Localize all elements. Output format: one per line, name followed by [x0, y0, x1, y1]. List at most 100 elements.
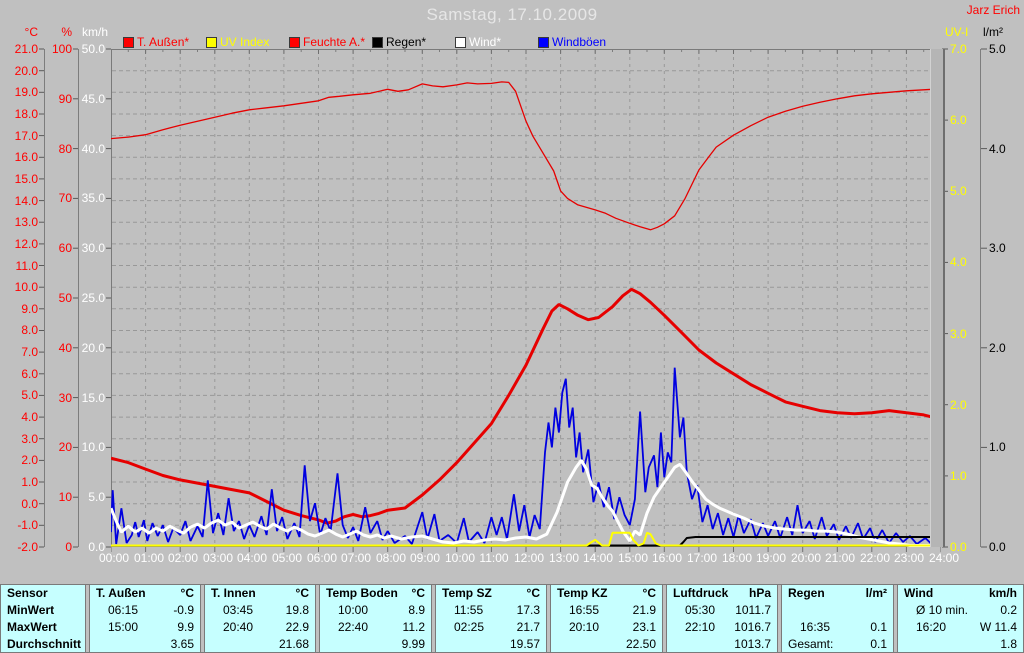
table-row: 03:45 19.8: [205, 602, 315, 619]
table-header-row: Luftdruck hPa: [667, 585, 777, 602]
table-column-temp-kz: Temp KZ °C 16:55 21.9 20:10 23.1 22.50: [550, 585, 663, 652]
table-row: 21.68: [205, 636, 315, 652]
y-axis-label-temp: 17.0: [14, 129, 38, 143]
y-axis-label-temp: 5.0: [21, 388, 38, 402]
x-axis-label: 16:00: [651, 551, 683, 565]
table-cell: 22.9: [285, 620, 309, 634]
x-axis-label: 08:00: [375, 551, 407, 565]
x-axis-label: 00:00: [98, 551, 130, 565]
column-header: T. Innen: [211, 586, 256, 600]
y-axis-label-rain: 0.0: [989, 540, 1006, 554]
x-axis-label: 01:00: [133, 551, 165, 565]
table-cell: W 11.4: [979, 620, 1017, 634]
x-axis-label: 20:00: [790, 551, 822, 565]
table-cell: -0.9: [173, 603, 194, 617]
y-axis-label-temp: 15.0: [14, 172, 38, 186]
table-cell: 17.3: [516, 603, 540, 617]
table-cell: 3.65: [170, 637, 194, 651]
y-axis-label-uv: 1.0: [950, 469, 967, 483]
table-header-row: Temp KZ °C: [551, 585, 662, 602]
y-axis-label-wind: 50.0: [81, 42, 105, 56]
column-unit: km/h: [988, 586, 1017, 600]
table-row: 15:00 9.9: [90, 619, 200, 636]
table-cell: 0.2: [1000, 603, 1017, 617]
y-axis-label-temp: 10.0: [14, 280, 38, 294]
y-axis-label-wind: 40.0: [81, 142, 105, 156]
table-row: 16:20 W 11.4: [898, 619, 1023, 636]
legend-swatch-t-aussen: [123, 37, 134, 48]
y-axis-label-uv: 4.0: [950, 255, 967, 269]
table-row: 1.8: [898, 636, 1023, 652]
y-axis-label-temp: 21.0: [14, 42, 38, 56]
y-axis-label-humidity: 60: [58, 241, 72, 255]
chart-scrollbar[interactable]: [930, 49, 945, 547]
table-row: 06:15 -0.9: [90, 602, 200, 619]
table-header-row: Temp Boden °C: [320, 585, 431, 602]
column-unit: °C: [411, 586, 425, 600]
y-axis-label-temp: 8.0: [21, 323, 38, 337]
y-axis-label-rain: 3.0: [989, 241, 1006, 255]
table-row: Durchschnitt: [1, 636, 85, 652]
legend-item-uv-index: UV Index: [220, 35, 270, 49]
table-row: 22.50: [551, 636, 662, 652]
summary-table: Sensor MinWert MaxWert Durchschnitt T. Außen…: [0, 584, 1024, 653]
table-cell: 22.50: [625, 637, 656, 651]
table-cell: MinWert: [7, 603, 55, 617]
table-column-wind: Wind km/h Ø 10 min. 0.2 16:20 W 11.4 1.8: [897, 585, 1024, 652]
page-title: Samstag, 17.10.2009: [426, 5, 598, 24]
legend-item-feuchte-a: Feuchte A.*: [303, 35, 366, 49]
table-column-temp-boden: Temp Boden °C 10:00 8.9 22:40 11.2 9.99: [319, 585, 432, 652]
legend-item-regen: Regen*: [386, 35, 427, 49]
column-header: Wind: [904, 586, 934, 600]
y-axis-label-wind: 35.0: [81, 191, 105, 205]
x-axis-label: 11:00: [479, 551, 509, 565]
y-axis-label-temp: 11.0: [15, 259, 38, 273]
table-row: 1013.7: [667, 636, 777, 652]
x-axis-label: 03:00: [202, 551, 234, 565]
y-axis-label-temp: 7.0: [21, 345, 38, 359]
table-row: 16:55 21.9: [551, 602, 662, 619]
x-axis-label: 13:00: [548, 551, 580, 565]
y-axis-label-temp: 6.0: [21, 367, 38, 381]
y-axis-label-temp: 18.0: [14, 107, 38, 121]
table-cell: 10:00: [338, 603, 369, 617]
y-axis-label-rain: 2.0: [989, 341, 1006, 355]
axis-unit-wind: km/h: [81, 25, 108, 39]
axis-unit-humidity: %: [61, 25, 72, 39]
y-axis-label-temp: 12.0: [14, 237, 38, 251]
table-cell: 20:10: [569, 620, 600, 634]
series-feuchte-a: [111, 81, 941, 231]
table-row: 16:35 0.1: [782, 619, 893, 636]
table-row: 22:40 11.2: [320, 619, 431, 636]
column-unit: l/m²: [865, 586, 887, 600]
table-cell: 21.7: [516, 620, 540, 634]
axis-unit-rain: l/m²: [983, 25, 1003, 39]
table-cell: 1.8: [1000, 637, 1017, 651]
table-cell: 11:55: [454, 603, 484, 617]
table-cell: 21.9: [632, 603, 656, 617]
y-axis-label-temp: 1.0: [21, 475, 38, 489]
table-cell: Ø 10 min.: [916, 603, 969, 617]
y-axis-label-humidity: 20: [58, 440, 72, 454]
table-cell: Durchschnitt: [7, 637, 82, 651]
y-axis-label-temp: 20.0: [14, 64, 38, 78]
y-axis-label-uv: 5.0: [950, 184, 967, 198]
legend-swatch-windboeen: [538, 37, 549, 48]
axis-unit-temp: °C: [24, 25, 38, 39]
column-unit: °C: [180, 586, 194, 600]
table-cell: 22:10: [685, 620, 716, 634]
table-row: 02:25 21.7: [436, 619, 546, 636]
y-axis-label-temp: 13.0: [14, 215, 38, 229]
table-cell: 06:15: [108, 603, 139, 617]
y-axis-label-humidity: 70: [58, 191, 72, 205]
table-cell: 11.2: [402, 620, 425, 634]
table-header-row: Temp SZ °C: [436, 585, 546, 602]
table-cell: 20:40: [223, 620, 254, 634]
y-axis-label-temp: 9.0: [21, 302, 38, 316]
y-axis-label-wind: 5.0: [88, 490, 105, 504]
y-axis-label-humidity: 80: [58, 142, 72, 156]
y-axis-label-humidity: 10: [58, 490, 72, 504]
x-axis-label: 15:00: [617, 551, 649, 565]
